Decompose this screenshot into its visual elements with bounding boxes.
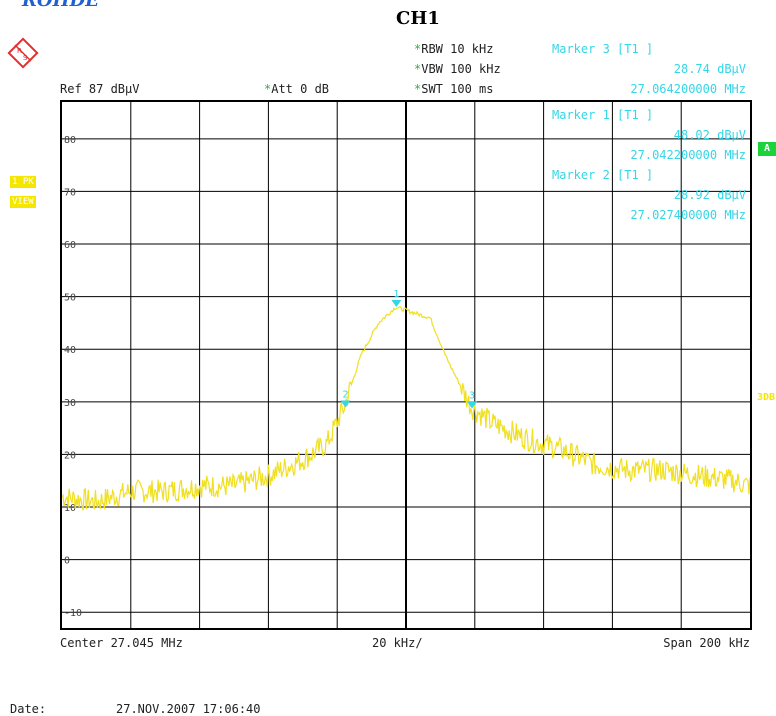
attenuation-setting: *Att 0 dB [264,82,329,96]
vbw-text: VBW 100 kHz [421,62,501,76]
channel-title: CH1 [396,8,440,29]
view-badge: VIEW [10,196,36,208]
svg-text:R: R [17,47,22,55]
marker-3-label: Marker 3 [T1 ] [552,42,654,56]
rbw-setting: *RBW 10 kHz [414,42,493,56]
marker-1-id: 1 [393,289,399,300]
y-tick-label: 70 [64,187,76,198]
vbw-star: * [414,62,422,76]
y-tick-label: 0 [64,556,70,567]
marker-2-id: 2 [342,390,348,401]
three-db-label: 3DB [757,392,776,403]
trace-line [61,305,751,511]
spectrum-plot-area: 80 70 60 50 40 30 20 10 0 -10 1 2 3 Marker 1 [T1 ] 4… [60,100,752,630]
svg-text:S: S [23,54,28,62]
marker-1-triangle [391,300,402,308]
brand-logo-text: ROHDE [22,0,99,11]
rohde-schwarz-logo: R S [6,36,40,74]
y-tick-label: 20 [64,450,76,461]
marker-3-level: 28.74 dBµV [673,62,746,76]
per-division: 20 kHz/ [372,636,423,650]
y-tick-label: -10 [64,608,82,619]
ref-level: Ref 87 dBµV [60,82,140,96]
marker-2-level: 28.92 dBµV [673,188,746,202]
y-tick-label: 10 [64,503,76,514]
center-frequency: Center 27.045 MHz [60,636,183,650]
swt-text: SWT 100 ms [421,82,494,96]
marker-2-freq: 27.027400000 MHz [630,208,746,222]
rbw-star: * [414,42,422,56]
marker-1-level: 48.02 dBµV [673,128,746,142]
y-tick-label: 30 [64,398,76,409]
marker-2-label: Marker 2 [T1 ] [552,168,654,182]
att-star: * [264,82,272,96]
marker-3-id: 3 [469,390,475,401]
y-tick-label: 50 [64,293,76,304]
vbw-setting: *VBW 100 kHz [414,62,501,76]
swt-star: * [414,82,422,96]
y-tick-label: 80 [64,135,76,146]
swt-setting: *SWT 100 ms [414,82,493,96]
marker-2-triangle [340,400,351,408]
marker-1-freq: 27.042200000 MHz [630,148,746,162]
y-tick-label: 60 [64,240,76,251]
y-tick-label: 40 [64,345,76,356]
frequency-span: Span 200 kHz [663,636,750,650]
marker-3-freq: 27.064200000 MHz [630,82,746,96]
marker-1-label: Marker 1 [T1 ] [552,108,654,122]
marker-3-triangle [467,401,478,409]
trace-badge: 1 PK [10,176,36,188]
date-label: Date: [10,702,47,716]
auto-badge: A [758,142,776,156]
spectrum-chart: 80 70 60 50 40 30 20 10 0 -10 1 2 3 [61,102,751,628]
date-value: 27.NOV.2007 17:06:40 [116,702,261,716]
rbw-text: RBW 10 kHz [421,42,494,56]
att-text: Att 0 dB [271,82,330,96]
